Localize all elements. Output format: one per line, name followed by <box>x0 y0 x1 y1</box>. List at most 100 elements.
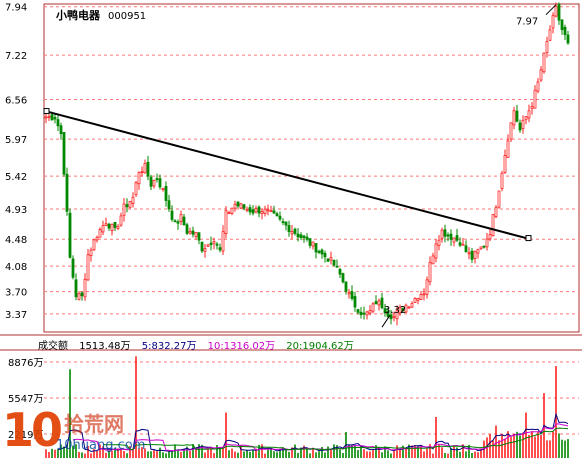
candle-body <box>353 296 357 308</box>
volume-ma10: 10:1316.02万 <box>207 341 276 352</box>
candle-body <box>506 140 510 158</box>
candle-body <box>293 228 297 234</box>
trend-line <box>46 110 529 240</box>
candle-body <box>476 249 480 254</box>
low-label: 3.32 <box>384 305 406 316</box>
candlesticks <box>44 2 570 326</box>
candle-body <box>272 210 276 214</box>
candle-body <box>437 239 441 247</box>
candle-body <box>278 215 282 220</box>
candle-body <box>371 303 375 312</box>
candle-body <box>146 161 150 177</box>
candle-body <box>287 225 291 233</box>
candle-body <box>44 116 48 119</box>
candle-body <box>281 221 285 224</box>
candle-body <box>467 252 471 255</box>
candle-body <box>380 297 384 309</box>
candle-body <box>470 250 474 260</box>
candle-body <box>284 221 288 226</box>
candle-body <box>59 125 63 135</box>
candle-body <box>542 52 546 73</box>
candle-body <box>500 172 504 189</box>
price-annotations: 7.97 3.32 <box>43 4 557 328</box>
candle-body <box>446 234 450 237</box>
candle-body <box>212 241 216 244</box>
candle-body <box>191 230 195 235</box>
candle-body <box>128 201 132 208</box>
candle-body <box>263 208 267 215</box>
candle-body <box>218 247 222 251</box>
candle-body <box>335 265 339 268</box>
candle-body <box>314 243 318 253</box>
price-tick-label: 4.93 <box>5 205 27 216</box>
candle-body <box>308 238 312 246</box>
candle-body <box>71 258 75 278</box>
candle-body <box>332 259 336 266</box>
candle-body <box>197 232 201 241</box>
candle-body <box>302 235 306 238</box>
candle-body <box>134 182 138 196</box>
candle-body <box>275 213 279 217</box>
candle-body <box>458 242 462 246</box>
candle-body <box>290 231 294 235</box>
candle-body <box>512 110 516 126</box>
candle-body <box>221 231 225 252</box>
candle-body <box>83 278 87 298</box>
trend-start-handle <box>43 108 50 115</box>
candle-body <box>425 279 429 295</box>
candle-body <box>398 307 402 314</box>
candle-body <box>233 203 237 209</box>
candle-body <box>464 245 468 253</box>
candle-body <box>77 293 81 300</box>
candle-body <box>80 292 84 297</box>
volume-ma20: 20:1904.62万 <box>286 341 354 352</box>
candle-body <box>350 291 354 299</box>
price-tick-label: 6.56 <box>5 95 27 106</box>
candle-body <box>326 258 330 262</box>
candle-body <box>89 249 93 256</box>
candle-body <box>509 122 513 140</box>
candle-body <box>113 221 117 228</box>
price-tick-label: 3.70 <box>5 288 27 299</box>
high-label: 7.97 <box>516 17 538 28</box>
price-panel <box>43 3 580 333</box>
volume-value: 1513.48万 <box>79 341 131 352</box>
candle-body <box>536 81 540 92</box>
candle-body <box>503 155 507 173</box>
candle-body <box>200 241 204 252</box>
candle-body <box>269 210 273 212</box>
candle-body <box>248 207 252 213</box>
candle-body <box>320 249 324 255</box>
candle-body <box>206 244 210 247</box>
candle-body <box>227 212 231 214</box>
price-tick-label: 3.37 <box>5 310 27 321</box>
candle-body <box>404 304 408 313</box>
volume-tick-label: 2219万 <box>8 430 43 441</box>
candle-body <box>395 310 399 320</box>
candle-body <box>161 188 165 191</box>
volume-panel <box>0 334 582 351</box>
candle-body <box>110 223 114 232</box>
price-frame-border <box>43 3 580 333</box>
candle-body <box>239 203 243 209</box>
candle-body <box>188 231 192 234</box>
candle-body <box>533 89 537 109</box>
candle-body <box>254 208 258 213</box>
candle-body <box>86 254 90 281</box>
candle-body <box>563 26 567 36</box>
candle-body <box>383 308 387 314</box>
candle-body <box>491 214 495 237</box>
candle-body <box>344 281 348 292</box>
candle-body <box>455 235 459 241</box>
candle-body <box>479 246 483 250</box>
price-tick-label: 7.22 <box>5 51 27 62</box>
price-tick-label: 5.42 <box>5 172 27 183</box>
candle-body <box>236 201 240 207</box>
candle-body <box>338 268 342 275</box>
candle-body <box>242 204 246 209</box>
candle-body <box>143 163 147 174</box>
stock-name: 小鸭电器 <box>56 9 100 22</box>
candle-body <box>440 229 444 239</box>
candle-body <box>365 311 369 316</box>
